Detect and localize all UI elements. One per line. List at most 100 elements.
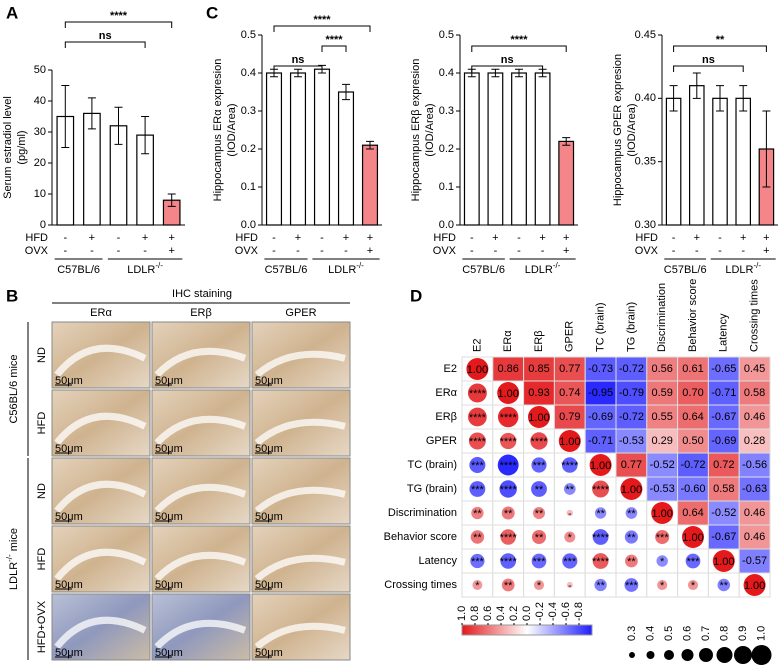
heat-cell [553,380,586,406]
y-axis-label: (IOD/Area) [226,103,238,156]
group-label-main: LDLR [725,264,753,276]
significance-bracket [471,65,544,72]
row-value: - [541,245,545,257]
cell-stars: **** [592,532,610,544]
significance-bracket [64,21,173,28]
cell-value: 1.00 [467,364,488,376]
row-label: ND [36,347,48,363]
group-label: C57BL/6 [57,264,100,276]
row-value: - [63,245,67,257]
corr-circle [468,432,486,450]
cell-value: 1.00 [621,484,642,496]
row-value: - [320,232,324,244]
panel-label: B [6,286,18,305]
corr-circle [499,480,517,498]
y-tick-label: 50 [34,64,46,76]
heat-cell [738,452,771,478]
heat-cell [738,524,771,550]
row-label: HFD+OVX [36,600,48,653]
bar [712,97,728,226]
tissue-band [254,486,346,514]
bar [361,144,379,226]
cell-stars: **** [561,460,579,472]
significance-bracket [673,65,744,72]
heat-cell [707,356,740,382]
error-bar [491,68,500,78]
size-legend-label: 0.7 [700,626,712,641]
row-value: - [494,245,498,257]
row-label: Latency [418,555,457,567]
cell-value: 0.86 [497,363,518,375]
cell-stars: * [475,580,480,592]
cell-stars: ** [504,580,513,592]
cell-value: 0.70 [682,387,703,399]
row-value: + [367,245,373,257]
corr-circle [561,457,578,473]
bar [265,72,283,226]
cell-frame [646,524,679,550]
cell-stars: **** [469,436,487,448]
corr-circle [625,507,638,519]
y-tick-label: 0.1 [439,181,454,193]
row-value: - [470,232,474,244]
row-value: - [320,245,324,257]
error-bar [342,83,350,101]
cell-value: 1.00 [497,388,518,400]
group-label-main: LDLR [8,562,20,590]
significance-bracket [273,25,371,32]
cell-value: -0.56 [742,459,767,471]
y-tick-label: 0.35 [635,156,656,168]
cell-value: 1.00 [682,532,703,544]
row-label: ERα [435,387,457,399]
corr-circle [531,529,547,545]
cell-value: 0.77 [621,459,642,471]
tissue-band [154,415,247,446]
heat-cell [646,476,679,502]
cell-value: 0.46 [744,507,765,519]
y-tick-label: 0.3 [241,105,256,117]
cell-stars: **** [469,388,487,400]
cell-value: -0.53 [619,435,644,447]
cell-value: 0.64 [682,411,703,423]
y-tick-label: 0.2 [439,143,454,155]
colorbar-label: -0.6 [560,602,572,621]
group-label-sup: -/- [356,261,364,270]
y-axis-label: (IOD/Area) [626,103,638,156]
y-axis-label: Hippocampus ERβ expresion [410,59,422,202]
corr-circle [592,480,610,498]
corr-circle [712,550,735,572]
colorbar-label: 0.6 [482,606,494,621]
error-bar [692,72,701,99]
colorbar-label: -0.8 [573,602,585,621]
heat-cell [615,404,648,430]
significance-label: ns [702,54,715,66]
column-label: ERβ [190,307,212,319]
size-legend-label: 1.0 [755,626,767,641]
corr-circle [528,406,550,428]
corr-circle [497,454,519,476]
bar [83,112,101,226]
y-tick-label: 0.5 [241,29,256,41]
cell-value: -0.95 [588,387,613,399]
heat-cell [738,500,771,526]
corr-circle [466,358,489,380]
row-value: + [168,245,174,257]
group-label-main: C57BL/6 [265,264,308,276]
y-axis-label: (pg/ml) [16,130,28,164]
row-label: TC (brain) [407,459,457,471]
heat-cell [646,404,679,430]
size-legend-dot [699,648,713,662]
corr-circle [500,529,516,545]
cell-value: 0.45 [744,363,765,375]
heat-cell [615,452,648,478]
row-value: - [117,245,121,257]
y-tick-label: 10 [34,188,46,200]
heat-cell [738,380,771,406]
row-label: Crossing times [384,579,457,591]
significance-bracket [273,65,323,72]
corr-circle [657,579,668,591]
cell-value: 0.64 [682,507,703,519]
row-label: Behavior score [384,531,457,543]
cell-stars: * [660,580,665,592]
bar [665,97,682,226]
